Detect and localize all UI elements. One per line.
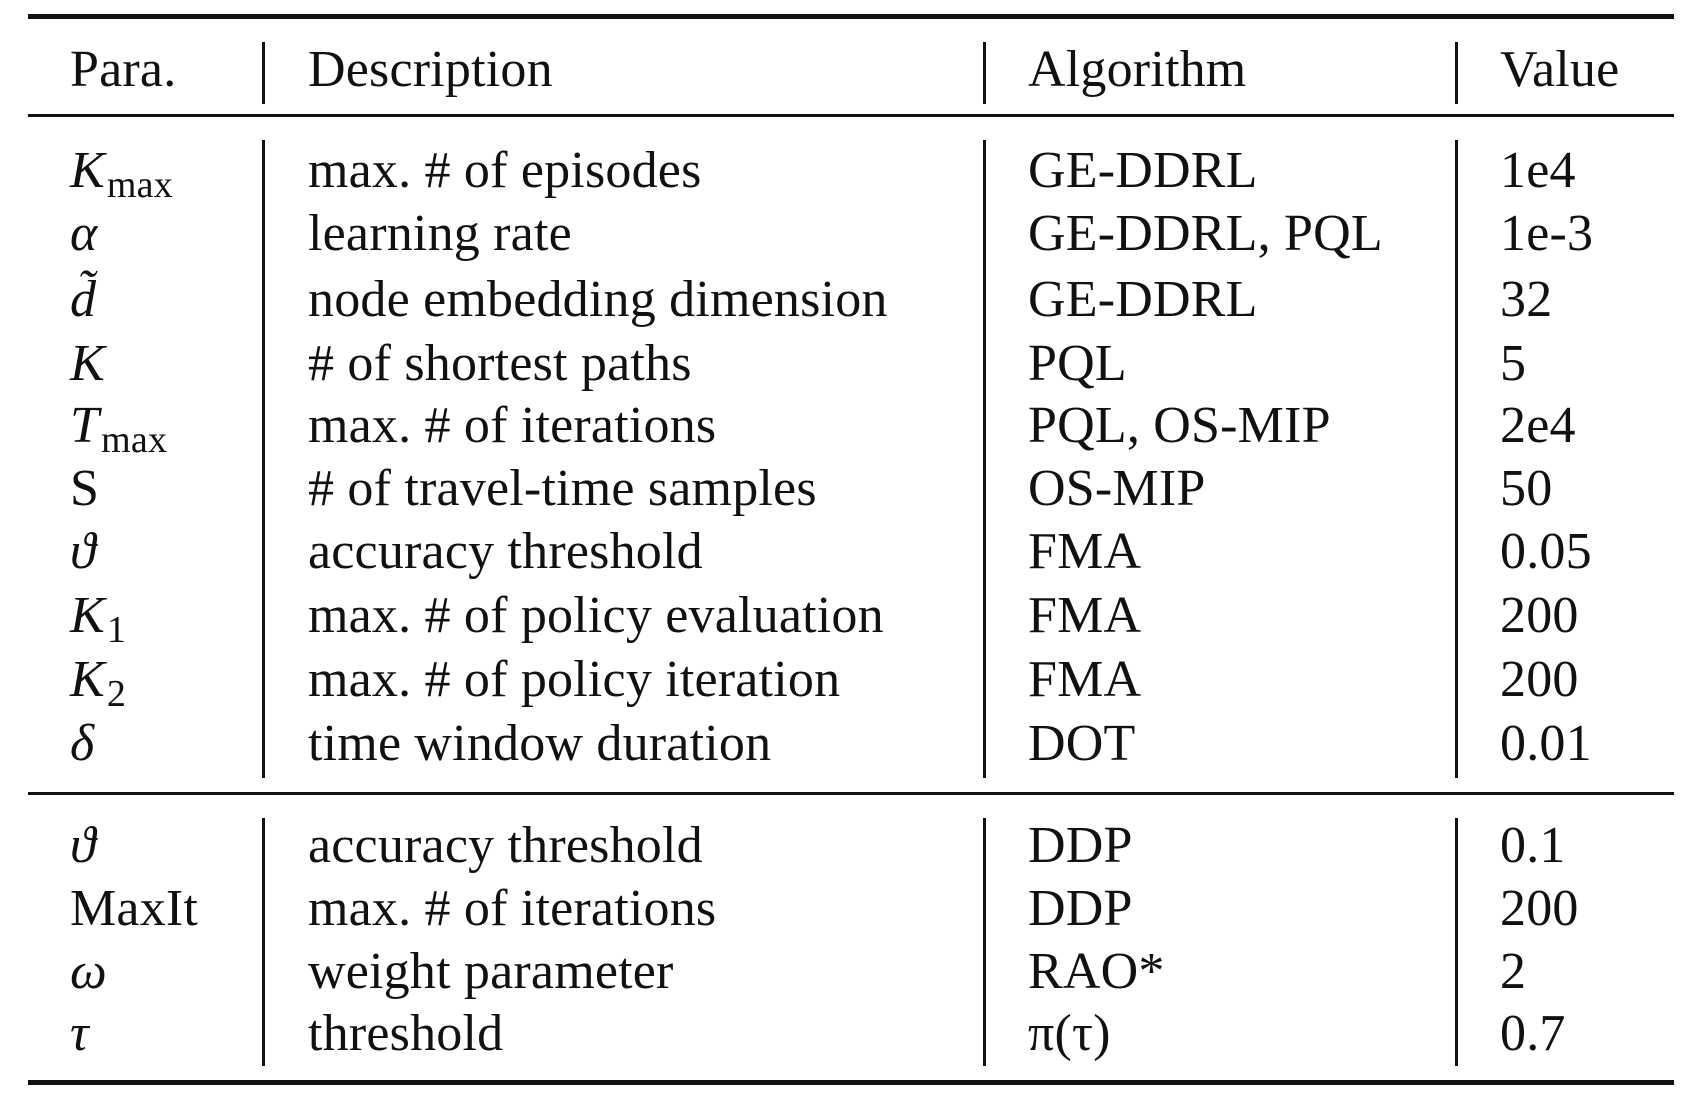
param-description: max. # of policy iteration	[308, 651, 841, 708]
header-separator-3	[1455, 42, 1458, 104]
param-description: time window duration	[308, 715, 772, 772]
param-algorithm: DDP	[1028, 880, 1133, 937]
param-symbol: K	[70, 335, 105, 392]
param-description: max. # of episodes	[308, 142, 702, 199]
param-algorithm: GE-DDRL	[1028, 271, 1258, 328]
param-algorithm: FMA	[1028, 587, 1142, 644]
param-value: 0.01	[1500, 715, 1592, 772]
header-algorithm: Algorithm	[1028, 41, 1247, 98]
param-symbol: K2	[70, 651, 127, 715]
param-algorithm: RAO*	[1028, 943, 1165, 1000]
param-value: 32	[1500, 271, 1553, 328]
group2-separator-2	[983, 818, 986, 1066]
group1-separator-1	[262, 140, 265, 778]
param-algorithm: OS-MIP	[1028, 460, 1206, 517]
table-bottom-rule	[28, 1080, 1674, 1085]
param-description: threshold	[308, 1005, 504, 1062]
param-value: 200	[1500, 587, 1579, 644]
table-group-divider	[28, 792, 1674, 795]
param-value: 0.1	[1500, 817, 1566, 874]
header-separator-1	[262, 42, 265, 104]
param-value: 200	[1500, 880, 1579, 937]
param-description: max. # of policy evaluation	[308, 587, 884, 644]
param-symbol: τ	[70, 1005, 89, 1062]
header-separator-2	[983, 42, 986, 104]
param-symbol: d̃	[70, 271, 97, 328]
param-algorithm: π(τ)	[1028, 1005, 1111, 1062]
group1-separator-3	[1455, 140, 1458, 778]
param-algorithm: GE-DDRL	[1028, 142, 1258, 199]
param-value: 5	[1500, 335, 1527, 392]
group2-separator-1	[262, 818, 265, 1066]
param-description: node embedding dimension	[308, 271, 888, 328]
header-description: Description	[308, 41, 553, 98]
param-description: weight parameter	[308, 943, 674, 1000]
param-value: 2	[1500, 943, 1527, 1000]
param-symbol: Tmax	[70, 397, 168, 461]
table-top-rule	[28, 14, 1674, 19]
param-description: # of shortest paths	[308, 335, 692, 392]
header-value: Value	[1500, 41, 1620, 98]
param-description: accuracy threshold	[308, 523, 703, 580]
param-algorithm: FMA	[1028, 523, 1142, 580]
param-algorithm: GE-DDRL, PQL	[1028, 205, 1383, 262]
header-para: Para.	[70, 41, 177, 98]
param-symbol: S	[70, 460, 100, 517]
param-symbol: MaxIt	[70, 880, 199, 937]
param-description: accuracy threshold	[308, 817, 703, 874]
group1-separator-2	[983, 140, 986, 778]
param-algorithm: DOT	[1028, 715, 1136, 772]
param-algorithm: FMA	[1028, 651, 1142, 708]
param-description: max. # of iterations	[308, 880, 717, 937]
param-symbol: δ	[70, 715, 95, 772]
param-value: 200	[1500, 651, 1579, 708]
table-header-rule	[28, 114, 1674, 117]
group2-separator-3	[1455, 818, 1458, 1066]
param-algorithm: PQL	[1028, 335, 1127, 392]
param-value: 0.05	[1500, 523, 1592, 580]
param-symbol: α	[70, 205, 98, 262]
param-symbol: ϑ	[70, 817, 96, 874]
param-algorithm: PQL, OS-MIP	[1028, 397, 1331, 454]
param-description: max. # of iterations	[308, 397, 717, 454]
param-value: 1e4	[1500, 142, 1576, 199]
param-value: 0.7	[1500, 1005, 1566, 1062]
param-description: learning rate	[308, 205, 572, 262]
param-algorithm: DDP	[1028, 817, 1133, 874]
param-symbol: Kmax	[70, 142, 173, 206]
param-value: 1e-3	[1500, 205, 1594, 262]
param-symbol: ω	[70, 943, 107, 1000]
param-symbol: ϑ	[70, 523, 96, 580]
param-description: # of travel-time samples	[308, 460, 817, 517]
param-value: 50	[1500, 460, 1553, 517]
param-value: 2e4	[1500, 397, 1576, 454]
param-symbol: K1	[70, 587, 127, 651]
